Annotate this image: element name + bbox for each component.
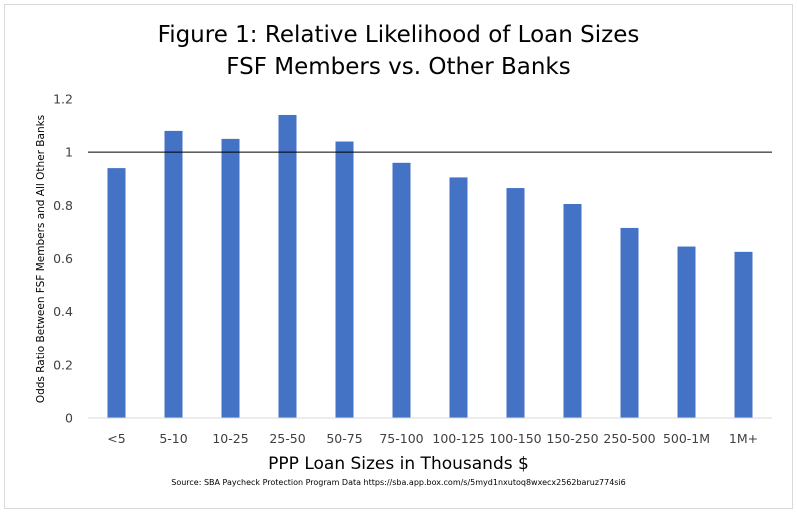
bar-50-75: [335, 141, 354, 419]
y-tick-label: 1: [65, 145, 73, 160]
y-tick-label: 0: [65, 411, 73, 426]
x-tick-label: 25-50: [269, 431, 305, 446]
bar-100-125: [449, 177, 468, 418]
bar-25-50: [278, 114, 297, 418]
x-tick-label: 100-125: [432, 431, 484, 446]
x-tick-label: 100-150: [489, 431, 541, 446]
source-note: Source: SBA Paycheck Protection Program …: [171, 478, 626, 487]
bar-100-150: [506, 188, 525, 418]
bar-10-25: [221, 138, 240, 418]
y-tick-label: 0.8: [53, 198, 73, 213]
y-tick-label: 1.2: [53, 92, 73, 107]
x-tick-label: 5-10: [159, 431, 187, 446]
x-tick-labels: <5 5-10 10-25 25-50 50-75 75-100 100-125 100-15…: [107, 431, 758, 446]
x-axis-label: PPP Loan Sizes in Thousands $: [268, 454, 529, 474]
chart-title: Figure 1: Relative Likelihood of Loan Si…: [157, 22, 640, 48]
bar-500-1m: [677, 246, 696, 418]
x-tick-label: 50-75: [326, 431, 362, 446]
x-tick-label: 1M+: [729, 431, 758, 446]
x-tick-label: 250-500: [603, 431, 655, 446]
bars: [107, 114, 753, 419]
y-tick-label: 0.6: [53, 251, 73, 266]
bar-5: [107, 168, 126, 418]
bar-5-10: [164, 130, 183, 418]
bar-75-100: [392, 162, 411, 418]
bar-1m: [734, 251, 753, 418]
x-tick-label: 10-25: [212, 431, 248, 446]
y-tick-label: 0.2: [53, 357, 73, 372]
bar-250-500: [620, 227, 639, 418]
x-tick-label: 150-250: [546, 431, 598, 446]
bar-150-250: [563, 204, 582, 418]
y-tick-labels: 0 0.2 0.4 0.6 0.8 1 1.2: [53, 92, 73, 426]
y-tick-label: 0.4: [53, 304, 73, 319]
x-tick-label: 500-1M: [663, 431, 710, 446]
x-tick-label: <5: [107, 431, 125, 446]
chart-subtitle: FSF Members vs. Other Banks: [226, 54, 571, 80]
x-tick-label: 75-100: [379, 431, 423, 446]
